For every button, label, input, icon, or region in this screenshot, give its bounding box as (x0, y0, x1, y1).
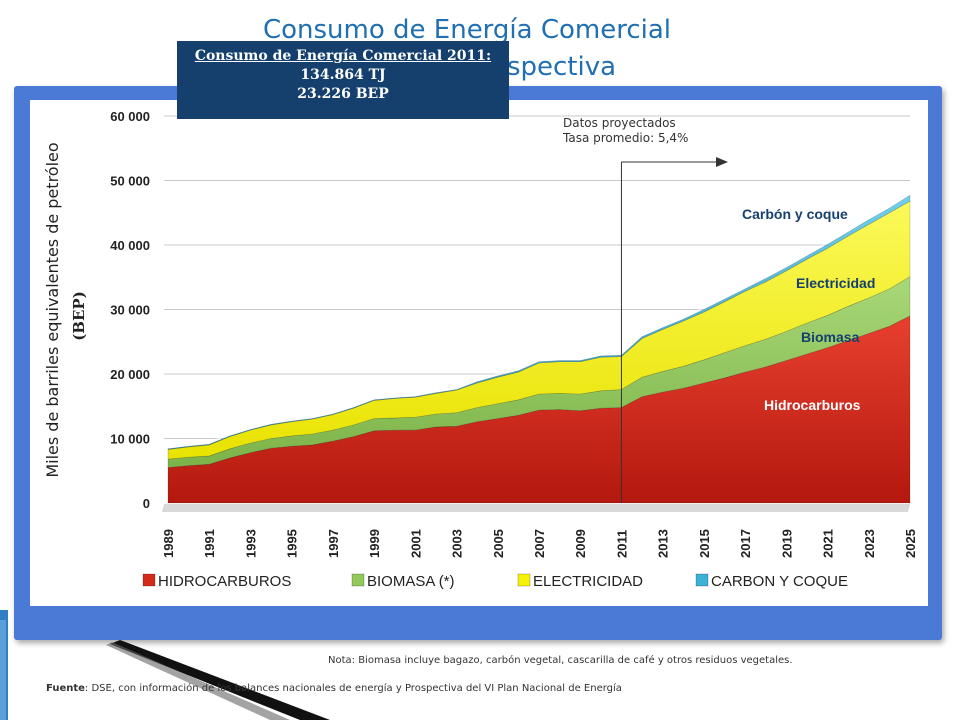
x-tick-label: 1991 (202, 529, 217, 558)
legend-swatch-coal (695, 573, 709, 587)
x-tick-label: 2003 (450, 529, 465, 558)
consumption-2011-box: Consumo de Energía Comercial 2011: 134.8… (177, 41, 509, 119)
consumption-box-bep: 23.226 BEP (297, 86, 389, 102)
x-tick-label: 2017 (738, 529, 753, 558)
x-tick-label: 1995 (285, 529, 300, 558)
x-tick-label: 2001 (408, 529, 423, 558)
y-tick-label: 0 (143, 496, 150, 511)
x-tick-label: 2015 (697, 529, 712, 558)
legend-label-hydrocarbons: HIDROCARBUROS (158, 573, 291, 590)
x-tick-label: 2025 (903, 529, 918, 558)
legend-swatch-biomass (351, 573, 365, 587)
y-axis-title-line2: (BEP) (70, 291, 88, 341)
x-tick-label: 1997 (326, 529, 341, 558)
legend-label-electricity: ELECTRICIDAD (533, 573, 643, 590)
x-tick-label: 1999 (367, 529, 382, 558)
y-tick-label: 10 000 (110, 432, 150, 447)
x-tick-label: 2019 (779, 529, 794, 558)
legend-item-biomass: BIOMASA (*) (351, 573, 455, 590)
legend-item-electricity: ELECTRICIDAD (517, 573, 643, 590)
page-title: Consumo de Energía Comercial (262, 15, 672, 45)
source-note: Fuente: DSE, con información de los bala… (46, 683, 622, 694)
projection-note: Datos proyectados Tasa promedio: 5,4% (563, 116, 688, 146)
projection-arrow-head (716, 157, 728, 167)
x-tick-label: 2011 (614, 530, 629, 558)
x-tick-label: 1989 (161, 529, 176, 558)
y-tick-label: 50 000 (110, 174, 150, 189)
x-tick-label: 2007 (532, 529, 547, 558)
x-tick-label: 1993 (243, 529, 258, 558)
chart-floor (162, 504, 910, 512)
footnote: Nota: Biomasa incluye bagazo, carbón veg… (328, 655, 793, 666)
consumption-box-tj: 134.864 TJ (300, 67, 386, 83)
x-tick-label: 2013 (656, 529, 671, 558)
y-tick-label: 40 000 (110, 238, 150, 253)
source-label: Fuente (46, 683, 85, 694)
x-tick-label: 2023 (862, 529, 877, 558)
legend-item-hydrocarbons: HIDROCARBUROS (142, 573, 291, 590)
legend-label-biomass: BIOMASA (*) (367, 573, 455, 590)
band-label-hydrocarbons: Hidrocarburos (764, 397, 861, 413)
legend-label-coal: CARBON Y COQUE (711, 573, 848, 590)
band-label-biomass: Biomasa (801, 329, 860, 345)
x-tick-label: 2021 (821, 529, 836, 558)
area-coal (167, 194, 911, 450)
decorative-ribbon (0, 610, 330, 720)
band-label-electricity: Electricidad (796, 275, 876, 291)
y-axis-title-line1: Miles de barriles equivalentes de petról… (43, 142, 62, 477)
y-tick-label: 30 000 (110, 303, 150, 318)
legend-swatch-hydrocarbons (142, 573, 156, 587)
y-tick-label: 60 000 (110, 109, 150, 124)
x-tick-label: 2009 (573, 529, 588, 558)
consumption-box-title: Consumo de Energía Comercial 2011: (194, 48, 492, 64)
area-edge-coal (167, 192, 911, 448)
band-label-coal: Carbón y coque (742, 206, 848, 222)
projection-note-line1: Datos proyectados (563, 116, 676, 130)
legend-item-coal: CARBON Y COQUE (695, 573, 848, 590)
y-tick-label: 20 000 (110, 367, 150, 382)
projection-note-line2: Tasa promedio: 5,4% (563, 131, 689, 145)
x-tick-label: 2005 (491, 529, 506, 558)
legend-swatch-electricity (517, 573, 531, 587)
source-text: : DSE, con información de los balances n… (84, 683, 622, 694)
